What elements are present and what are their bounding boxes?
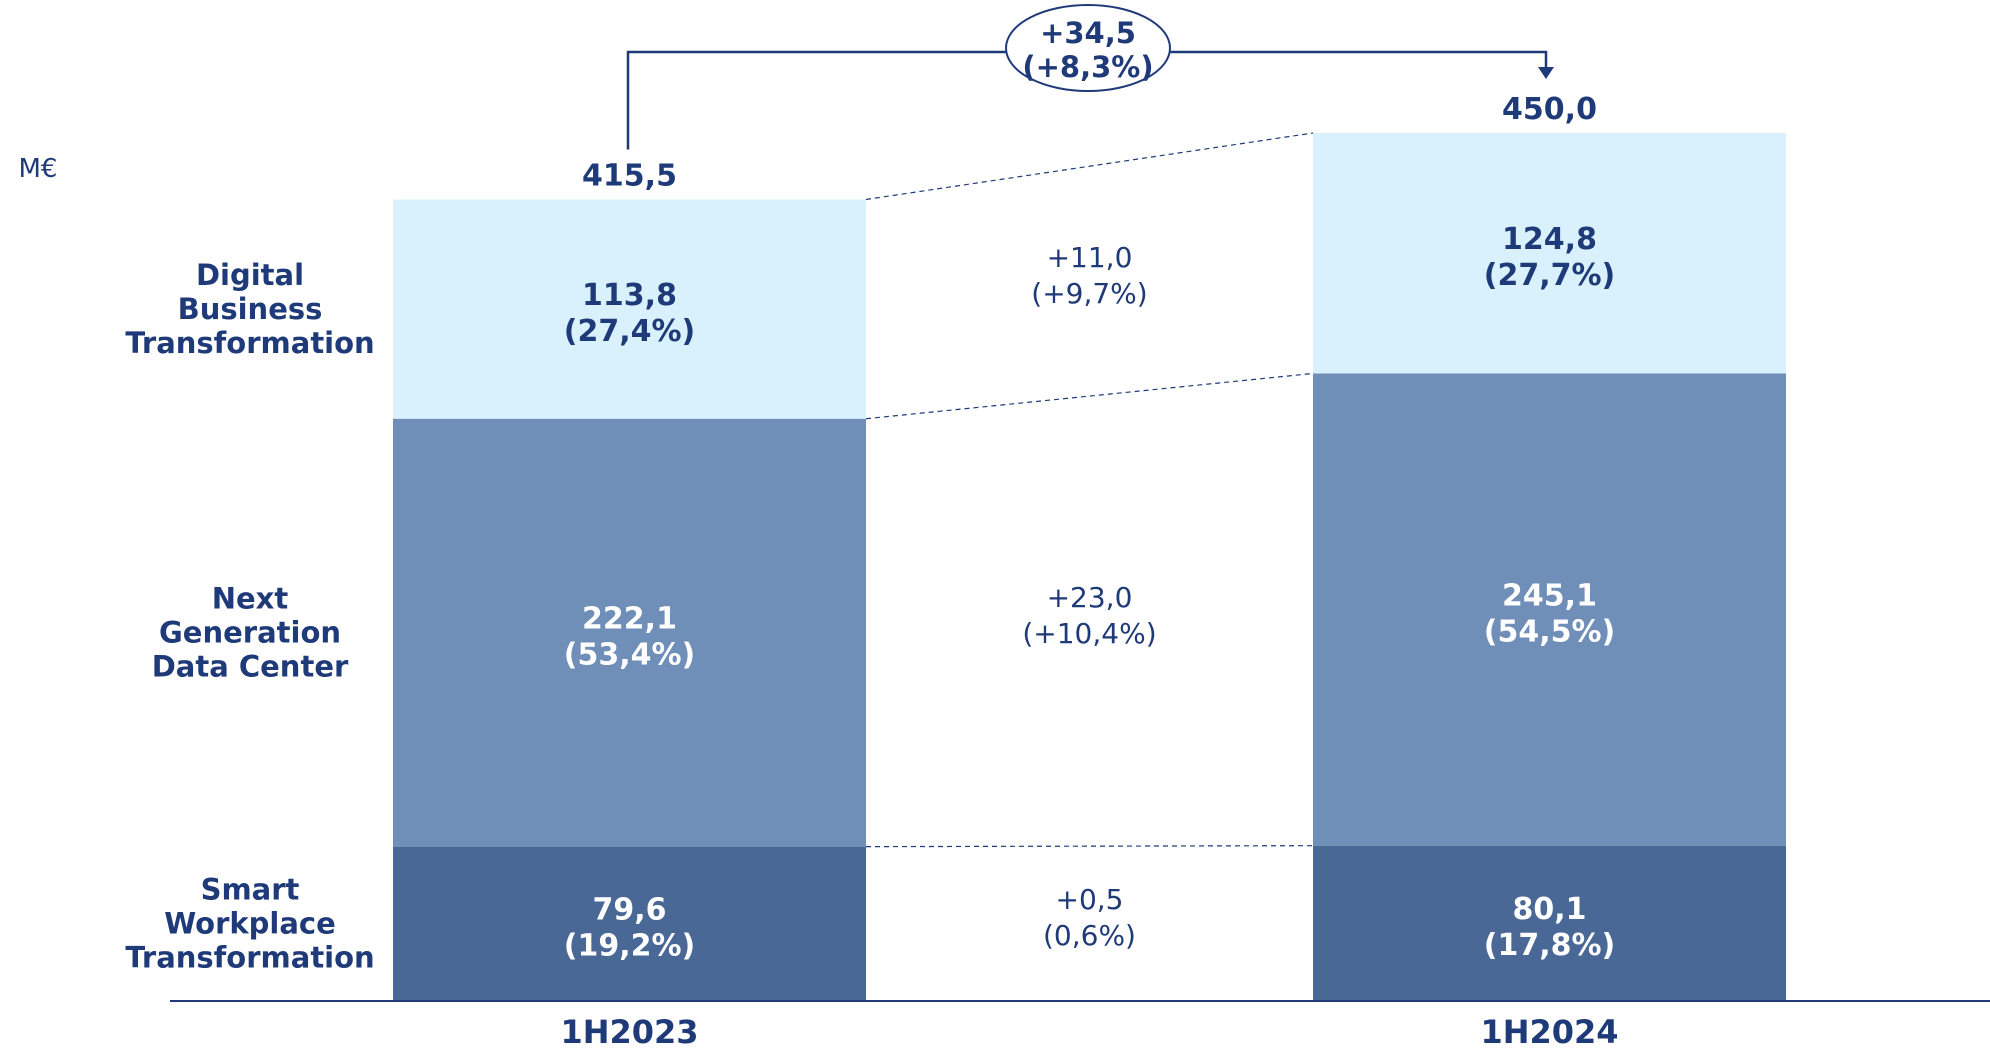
series-label: Workplace xyxy=(164,906,336,940)
bar-segment-1H2024-0 xyxy=(1313,845,1786,1000)
connectors-layer xyxy=(170,4,1990,1002)
change-pct-label: (0,6%) xyxy=(1043,919,1136,952)
series-label: Data Center xyxy=(152,650,349,684)
series-label: Transformation xyxy=(125,940,374,974)
change-pct-label: (+10,4%) xyxy=(1022,617,1156,650)
segment-connector xyxy=(865,132,1314,201)
share-label: (53,4%) xyxy=(564,638,696,673)
total-change-pct-label: (+8,3%) xyxy=(1022,50,1153,84)
bar-segment-1H2023-2 xyxy=(393,199,866,419)
value-label: 80,1 xyxy=(1512,892,1586,927)
value-label: 79,6 xyxy=(592,892,666,927)
series-label: Business xyxy=(178,292,323,326)
total-change-label: +34,5 xyxy=(1040,16,1136,50)
segment-connector xyxy=(865,845,1314,848)
share-label: (19,2%) xyxy=(564,928,696,963)
change-label: +11,0 xyxy=(1047,241,1133,274)
bars-layer xyxy=(393,133,1786,1000)
bar-segment-1H2023-0 xyxy=(393,846,866,1000)
category-label: 1H2024 xyxy=(1480,1013,1618,1051)
share-label: (27,7%) xyxy=(1484,258,1616,293)
arrowhead-icon xyxy=(1538,67,1554,79)
total-change-ellipse xyxy=(1005,4,1171,92)
value-label: 113,8 xyxy=(582,278,677,313)
change-pct-label: (+9,7%) xyxy=(1031,277,1147,310)
change-label: +0,5 xyxy=(1056,883,1124,916)
total-label: 450,0 xyxy=(1502,92,1597,127)
bar-segment-1H2024-1 xyxy=(1313,373,1786,846)
segment-connector xyxy=(865,372,1314,420)
series-label: Generation xyxy=(159,616,341,650)
unit-label: M€ xyxy=(19,154,58,184)
share-label: (17,8%) xyxy=(1484,928,1616,963)
value-label: 222,1 xyxy=(582,602,677,637)
share-label: (54,5%) xyxy=(1484,615,1616,650)
labels-layer: 79,6(19,2%)222,1(53,4%)113,8(27,4%)80,1(… xyxy=(19,16,1619,1051)
category-label: 1H2023 xyxy=(560,1013,698,1051)
series-label: Digital xyxy=(196,258,304,292)
value-label: 245,1 xyxy=(1502,579,1597,614)
total-label: 415,5 xyxy=(582,158,677,193)
series-label: Transformation xyxy=(125,326,374,360)
series-label: Smart xyxy=(201,872,300,906)
value-label: 124,8 xyxy=(1502,222,1597,257)
change-label: +23,0 xyxy=(1047,581,1133,614)
series-label: Next xyxy=(212,582,289,616)
bar-segment-1H2023-1 xyxy=(393,418,866,847)
share-label: (27,4%) xyxy=(564,314,696,349)
bar-segment-1H2024-2 xyxy=(1313,133,1786,374)
